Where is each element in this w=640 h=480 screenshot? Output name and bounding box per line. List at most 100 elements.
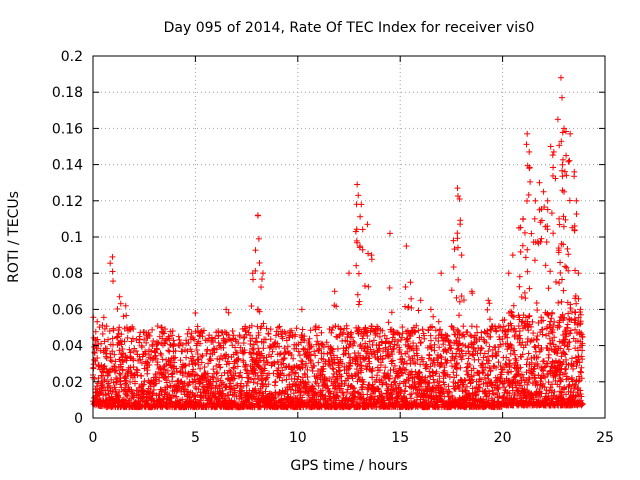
data-point: [535, 354, 542, 361]
data-point: [258, 284, 265, 291]
data-point: [571, 309, 578, 316]
data-point: [519, 242, 526, 249]
data-point: [527, 178, 534, 185]
data-point: [454, 244, 461, 251]
data-point: [524, 130, 531, 137]
data-point: [568, 355, 575, 362]
data-point: [175, 333, 182, 340]
data-point: [309, 367, 316, 374]
data-point: [408, 304, 415, 311]
data-point: [170, 392, 177, 399]
data-point: [562, 263, 569, 270]
data-point: [532, 197, 539, 204]
data-point: [365, 250, 372, 257]
data-point: [143, 393, 150, 400]
data-point: [94, 336, 101, 343]
data-point: [522, 254, 529, 261]
data-point: [417, 339, 424, 346]
data-point: [354, 291, 361, 298]
data-point: [538, 235, 545, 242]
x-tick-label: 5: [191, 430, 200, 446]
data-point: [558, 94, 565, 101]
data-point: [577, 368, 584, 375]
data-point: [184, 382, 191, 389]
data-point: [244, 379, 251, 386]
data-point: [117, 363, 124, 370]
data-point: [556, 280, 563, 287]
data-point: [169, 332, 176, 339]
data-point: [134, 372, 141, 379]
data-point: [427, 306, 434, 313]
data-point: [389, 357, 396, 364]
data-point: [277, 350, 284, 357]
data-point: [130, 325, 137, 332]
data-point: [145, 389, 152, 396]
data-point: [154, 341, 161, 348]
data-point: [550, 148, 557, 155]
data-point: [109, 268, 116, 275]
data-point: [98, 340, 105, 347]
data-point: [331, 288, 338, 295]
data-point: [526, 148, 533, 155]
data-point: [516, 273, 523, 280]
data-point: [136, 339, 143, 346]
data-point: [528, 230, 535, 237]
data-point: [565, 310, 572, 317]
data-point: [256, 259, 263, 266]
data-point: [505, 270, 512, 277]
y-tick-label: 0.12: [52, 194, 83, 210]
data-point: [557, 269, 564, 276]
data-point: [180, 383, 187, 390]
data-point: [158, 387, 165, 394]
data-point: [163, 377, 170, 384]
data-point: [116, 347, 123, 354]
data-point: [210, 366, 217, 373]
data-point: [109, 388, 116, 395]
data-point: [154, 346, 161, 353]
data-point: [101, 338, 108, 345]
data-point: [565, 346, 572, 353]
data-point: [435, 318, 442, 325]
data-point: [185, 326, 192, 333]
data-point: [116, 324, 123, 331]
data-point: [143, 339, 150, 346]
data-point: [230, 364, 237, 371]
data-point: [260, 345, 267, 352]
data-point: [517, 224, 524, 231]
data-point: [353, 262, 360, 269]
data-point: [124, 334, 131, 341]
data-point: [99, 330, 106, 337]
data-point: [550, 164, 557, 171]
y-tick-label: 0.1: [61, 230, 83, 246]
data-point: [385, 319, 392, 326]
data-point: [116, 388, 123, 395]
data-point: [258, 276, 265, 283]
data-point: [141, 336, 148, 343]
data-point: [355, 192, 362, 199]
data-point: [174, 387, 181, 394]
data-point: [298, 306, 305, 313]
data-point: [524, 268, 531, 275]
data-point: [451, 246, 458, 253]
data-point: [386, 284, 393, 291]
data-point: [533, 299, 540, 306]
data-point: [204, 346, 211, 353]
data-point: [524, 246, 531, 253]
data-point: [455, 193, 462, 200]
data-point: [536, 179, 543, 186]
data-point: [368, 256, 375, 263]
data-point: [100, 314, 107, 321]
data-point: [105, 336, 112, 343]
y-tick-label: 0.16: [52, 121, 83, 137]
data-point: [140, 381, 147, 388]
data-point: [388, 309, 395, 316]
data-point: [125, 386, 132, 393]
data-point: [121, 338, 128, 345]
data-point: [296, 352, 303, 359]
data-point: [552, 278, 559, 285]
data-point: [179, 348, 186, 355]
data-point: [534, 307, 541, 314]
data-point: [114, 334, 121, 341]
data-point: [172, 354, 179, 361]
